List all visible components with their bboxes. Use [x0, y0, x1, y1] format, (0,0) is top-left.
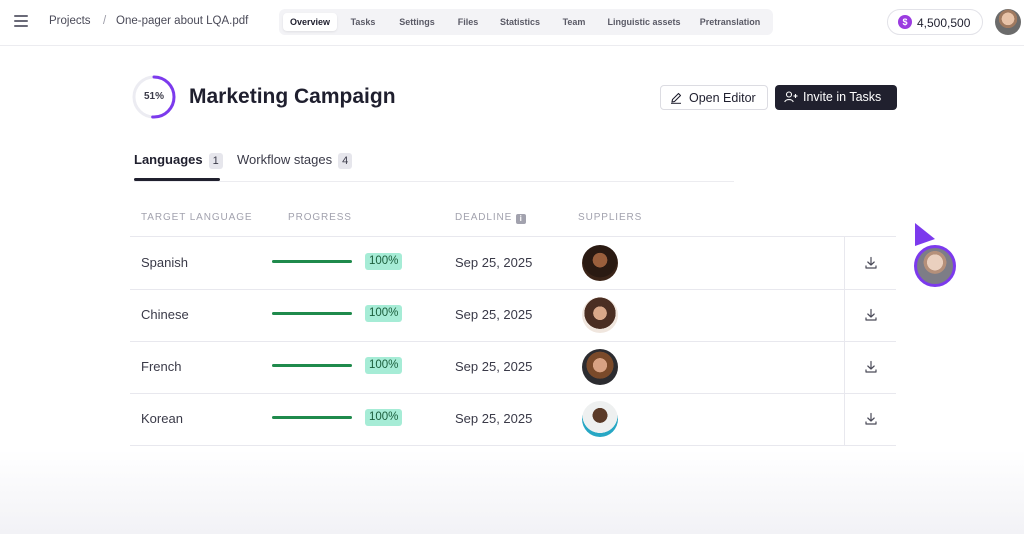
tab-statistics[interactable]: Statistics	[499, 17, 541, 27]
table-row: French 100% Sep 25, 2025	[130, 341, 896, 393]
row-deadline: Sep 25, 2025	[455, 359, 533, 374]
tab-divider	[134, 181, 734, 182]
table-divider	[130, 236, 896, 237]
download-icon[interactable]	[864, 412, 878, 426]
subtab-workflow-stages[interactable]: Workflow stages 4	[237, 152, 353, 169]
tab-pretranslation[interactable]: Pretranslation	[699, 17, 761, 27]
row-language: Korean	[141, 411, 183, 426]
row-deadline: Sep 25, 2025	[455, 307, 533, 322]
progress-badge: 100%	[365, 409, 403, 426]
invite-in-tasks-button[interactable]: Invite in Tasks	[775, 85, 897, 110]
tab-tasks[interactable]: Tasks	[350, 17, 376, 27]
progress-percent: 51%	[143, 91, 164, 102]
progress-badge: 100%	[365, 253, 403, 270]
header-deadline: DEADLINE i	[455, 212, 527, 224]
subtab-workflow-count: 4	[338, 153, 353, 169]
tab-overview[interactable]: Overview	[283, 13, 337, 31]
progress-bar	[272, 312, 352, 315]
user-plus-icon	[784, 91, 798, 103]
table-row: Chinese 100% Sep 25, 2025	[130, 289, 896, 341]
table-row: Spanish 100% Sep 25, 2025	[130, 237, 896, 289]
open-editor-button[interactable]: Open Editor	[660, 85, 768, 110]
table-divider	[130, 289, 896, 290]
top-bar: Projects / One-pager about LQA.pdf Overv…	[0, 0, 1024, 46]
tab-settings[interactable]: Settings	[399, 17, 435, 27]
active-tab-indicator	[134, 178, 220, 181]
credits-balance[interactable]: $ 4,500,500	[887, 9, 983, 35]
supplier-avatar[interactable]	[582, 349, 618, 385]
progress-bar	[272, 260, 352, 263]
table-divider	[130, 445, 896, 446]
column-divider	[844, 289, 845, 341]
progress-bar	[272, 416, 352, 419]
menu-icon[interactable]	[14, 15, 28, 27]
breadcrumb-file[interactable]: One-pager about LQA.pdf	[116, 15, 249, 27]
download-icon[interactable]	[864, 308, 878, 322]
breadcrumb-separator: /	[103, 15, 107, 27]
supplier-avatar[interactable]	[582, 245, 618, 281]
header-progress: PROGRESS	[288, 212, 352, 223]
column-divider	[844, 341, 845, 393]
header-target-language: TARGET LANGUAGE	[141, 212, 253, 223]
column-divider	[844, 237, 845, 289]
collaborator-avatar[interactable]	[914, 245, 956, 287]
info-icon[interactable]: i	[516, 214, 527, 224]
page-title: Marketing Campaign	[189, 85, 396, 108]
row-language: Chinese	[141, 307, 189, 322]
table-divider	[130, 341, 896, 342]
progress-ring	[132, 75, 176, 119]
tab-linguistic-assets[interactable]: Linguistic assets	[607, 17, 681, 27]
project-tab-bar: Overview Tasks Settings Files Statistics…	[279, 9, 773, 35]
breadcrumb-projects[interactable]: Projects	[49, 15, 91, 27]
tab-files[interactable]: Files	[457, 17, 479, 27]
subtab-workflow-label: Workflow stages	[237, 152, 333, 167]
header-deadline-label: DEADLINE	[455, 212, 513, 223]
table-row: Korean 100% Sep 25, 2025	[130, 393, 896, 445]
subtab-languages-count: 1	[208, 153, 223, 169]
row-deadline: Sep 25, 2025	[455, 255, 533, 270]
pencil-icon	[671, 92, 682, 104]
coin-icon: $	[898, 15, 912, 29]
cursor-icon	[915, 223, 935, 246]
tab-team[interactable]: Team	[562, 17, 586, 27]
download-icon[interactable]	[864, 256, 878, 270]
subtab-languages[interactable]: Languages 1	[134, 152, 223, 169]
row-deadline: Sep 25, 2025	[455, 411, 533, 426]
invite-label: Invite in Tasks	[803, 90, 882, 104]
row-language: Spanish	[141, 255, 188, 270]
progress-badge: 100%	[365, 305, 403, 322]
open-editor-label: Open Editor	[689, 91, 756, 105]
progress-badge: 100%	[365, 357, 403, 374]
supplier-avatar[interactable]	[582, 297, 618, 333]
column-divider	[844, 393, 845, 445]
subtab-languages-label: Languages	[134, 152, 203, 167]
download-icon[interactable]	[864, 360, 878, 374]
table-divider	[130, 393, 896, 394]
supplier-avatar[interactable]	[582, 401, 618, 437]
credits-value: 4,500,500	[917, 16, 971, 30]
user-avatar[interactable]	[995, 9, 1021, 35]
header-suppliers: SUPPLIERS	[578, 212, 643, 223]
row-language: French	[141, 359, 182, 374]
progress-bar	[272, 364, 352, 367]
